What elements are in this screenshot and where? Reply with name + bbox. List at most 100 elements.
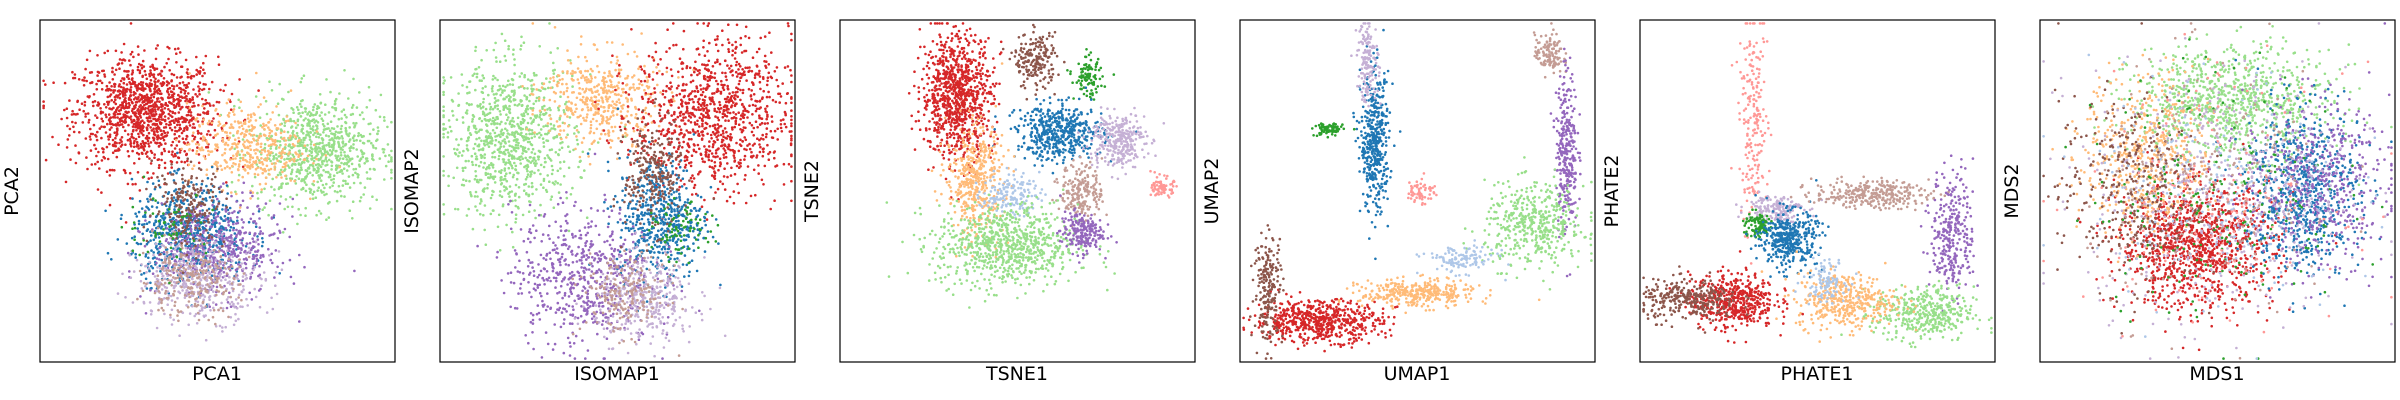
pca-point [222, 264, 225, 267]
pca-point [383, 119, 386, 122]
pca-point [204, 157, 207, 161]
pca-point [259, 134, 263, 138]
pca-point [349, 113, 353, 116]
pca-point [157, 219, 161, 223]
pca-point [211, 256, 215, 259]
pca-point [228, 246, 232, 250]
isomap-point [475, 72, 479, 76]
pca-point [234, 157, 237, 160]
pca-point [175, 161, 179, 164]
pca-point [316, 104, 319, 108]
pca-point [142, 175, 146, 179]
pca-point [177, 280, 181, 284]
pca-point [226, 281, 230, 285]
isomap-point [442, 105, 445, 108]
pca-point [258, 273, 262, 277]
isomap-point [498, 170, 501, 173]
pca-point [338, 165, 342, 169]
pca-point [113, 116, 117, 119]
pca-point [177, 47, 180, 50]
pca-point [157, 236, 161, 239]
pca-point [90, 163, 94, 166]
pca-point [298, 171, 302, 175]
panel-isomap: ISOMAP1 ISOMAP2 [401, 19, 796, 385]
pca-point [137, 229, 140, 233]
pca-point [193, 104, 196, 108]
isomap-point [550, 127, 553, 130]
pca-point [180, 221, 183, 225]
pca-point [144, 253, 148, 256]
pca-point [230, 250, 233, 253]
pca-point [315, 151, 318, 154]
pca-point [201, 148, 205, 152]
pca-point [191, 270, 195, 274]
isomap-point [484, 171, 488, 175]
isomap-point [485, 166, 489, 169]
pca-point [84, 112, 87, 116]
pca-point [139, 64, 143, 67]
pca-point [241, 226, 244, 229]
isomap-point [504, 106, 508, 109]
pca-point [276, 139, 279, 143]
pca-point [152, 251, 155, 254]
pca-point [180, 215, 184, 219]
pca-point [200, 289, 203, 293]
pca-point [260, 151, 263, 155]
pca-point [315, 147, 319, 151]
pca-point [284, 174, 287, 178]
pca-point [156, 100, 159, 103]
pca-point [120, 106, 123, 110]
pca-point [134, 137, 138, 141]
pca-point [166, 303, 169, 307]
pca-point [199, 66, 203, 69]
pca-point [218, 324, 222, 328]
pca-point [93, 143, 96, 147]
pca-point [321, 119, 325, 122]
pca-point [188, 119, 192, 122]
pca-point [177, 266, 180, 270]
isomap-point [538, 115, 541, 119]
pca-point [114, 144, 117, 148]
pca-point [247, 255, 251, 259]
isomap-point [453, 147, 456, 151]
pca-point [326, 163, 329, 167]
pca-point [167, 117, 170, 120]
pca-point [251, 184, 254, 188]
isomap-point [489, 132, 492, 135]
pca-point [253, 126, 256, 129]
pca-point [180, 189, 184, 193]
pca-point [337, 140, 340, 144]
isomap-point [519, 162, 522, 165]
pca-point [142, 96, 146, 99]
pca-point [202, 118, 205, 121]
pca-point [154, 117, 157, 121]
pca-point [313, 121, 316, 124]
pca-point [249, 277, 252, 280]
pca-point [265, 164, 269, 168]
pca-point [304, 206, 308, 210]
pca-point [256, 235, 259, 238]
pca-point [103, 103, 106, 106]
pca-point [210, 199, 214, 202]
isomap-point [565, 100, 568, 104]
pca-point [191, 304, 194, 308]
pca-point [352, 146, 355, 150]
pca-point [154, 80, 157, 84]
pca-point [249, 148, 253, 151]
pca-point [108, 88, 111, 91]
pca-point [195, 176, 198, 180]
pca-point [212, 219, 215, 223]
pca-point [173, 132, 176, 136]
pca-point [226, 192, 229, 195]
pca-point [203, 220, 206, 224]
pca-point [159, 129, 163, 132]
pca-point [116, 63, 120, 66]
pca-point [163, 277, 167, 281]
pca-point [204, 305, 208, 308]
pca-point [144, 285, 147, 288]
pca-point [120, 90, 124, 94]
pca-point [200, 146, 204, 149]
pca-point [234, 162, 237, 166]
pca-point [156, 175, 159, 179]
pca-point [134, 182, 137, 186]
